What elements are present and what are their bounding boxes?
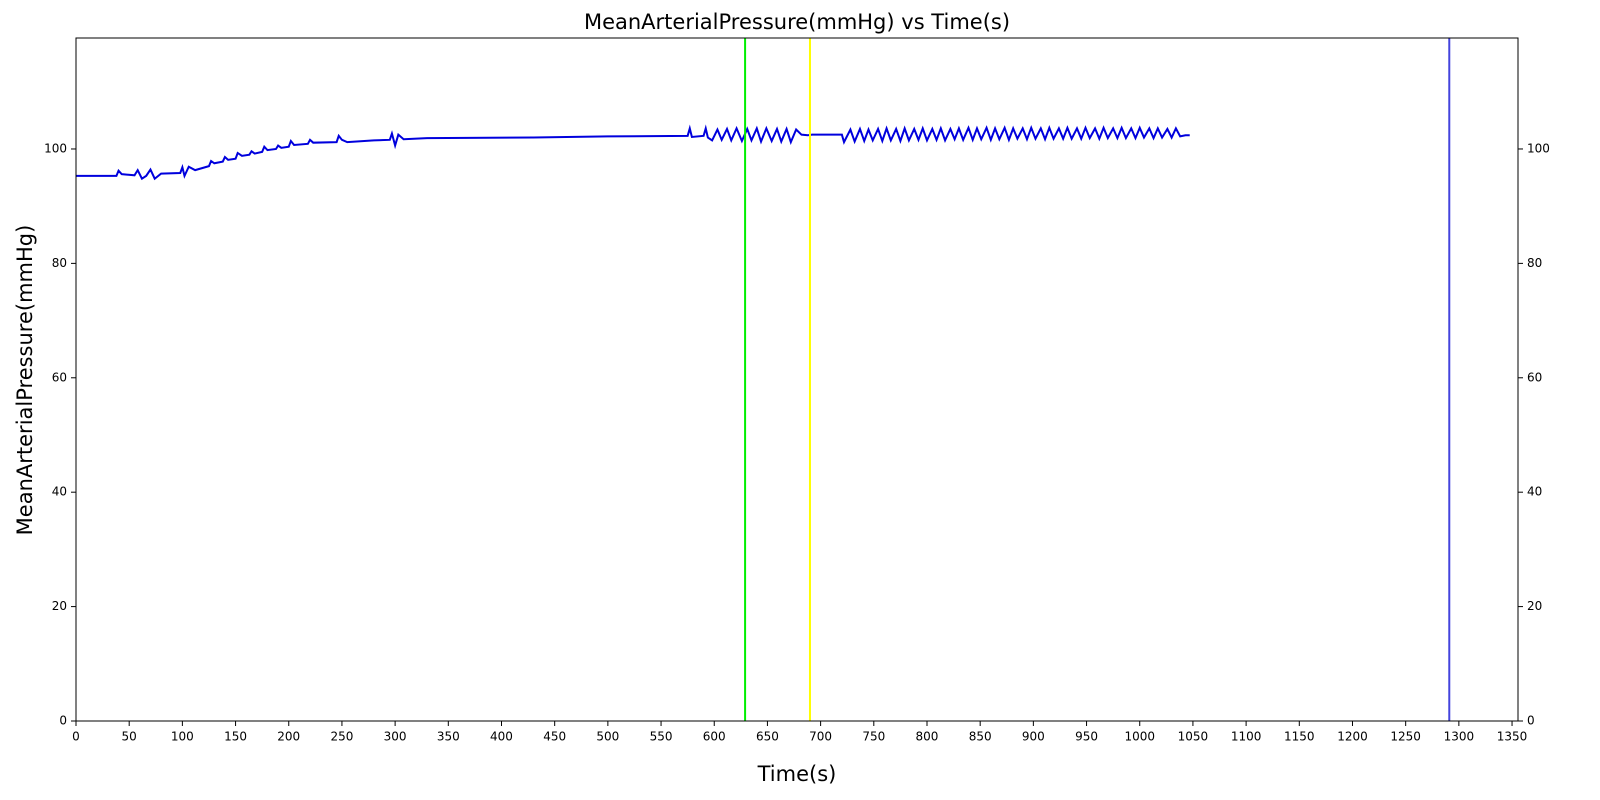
x-axis-label: Time(s) [757,762,837,786]
x-tick-label: 900 [1022,730,1045,744]
x-tick-label: 1100 [1231,730,1262,744]
data-line [76,124,1190,181]
x-tick-label: 1300 [1444,730,1475,744]
y-tick-label-right: 0 [1527,714,1535,728]
x-tick-label: 150 [224,730,247,744]
y-tick-label-right: 60 [1527,370,1542,384]
x-tick-label: 650 [756,730,779,744]
x-tick-label: 200 [277,730,300,744]
x-tick-label: 1050 [1178,730,1209,744]
x-tick-label: 800 [916,730,939,744]
y-tick-label: 0 [59,714,67,728]
y-tick-label-right: 80 [1527,256,1542,270]
plot-frame [75,37,1519,722]
y-tick-label: 100 [44,141,67,155]
y-tick-label-right: 20 [1527,599,1542,613]
x-tick-label: 500 [596,730,619,744]
x-tick-label: 0 [72,730,80,744]
x-tick-label: 100 [171,730,194,744]
y-tick-label-right: 100 [1527,141,1550,155]
x-tick-label: 1250 [1390,730,1421,744]
x-tick-label: 1200 [1337,730,1368,744]
x-tick-label: 750 [862,730,885,744]
x-tick-label: 600 [703,730,726,744]
x-tick-label: 250 [330,730,353,744]
x-tick-label: 550 [650,730,673,744]
x-tick-label: 850 [969,730,992,744]
y-tick-label-right: 40 [1527,485,1542,499]
x-tick-label: 400 [490,730,513,744]
x-tick-label: 350 [437,730,460,744]
x-tick-label: 700 [809,730,832,744]
x-tick-label: 1000 [1124,730,1155,744]
y-tick-label: 40 [52,485,67,499]
y-axis-label: MeanArterialPressure(mmHg) [13,225,37,536]
y-tick-label: 80 [52,256,67,270]
x-tick-label: 450 [543,730,566,744]
x-tick-label: 950 [1075,730,1098,744]
chart-title: MeanArterialPressure(mmHg) vs Time(s) [584,10,1010,34]
y-tick-label: 60 [52,370,67,384]
x-tick-label: 1150 [1284,730,1315,744]
x-tick-label: 50 [122,730,137,744]
x-tick-label: 300 [384,730,407,744]
x-tick-label: 1350 [1497,730,1528,744]
y-tick-label: 20 [52,599,67,613]
